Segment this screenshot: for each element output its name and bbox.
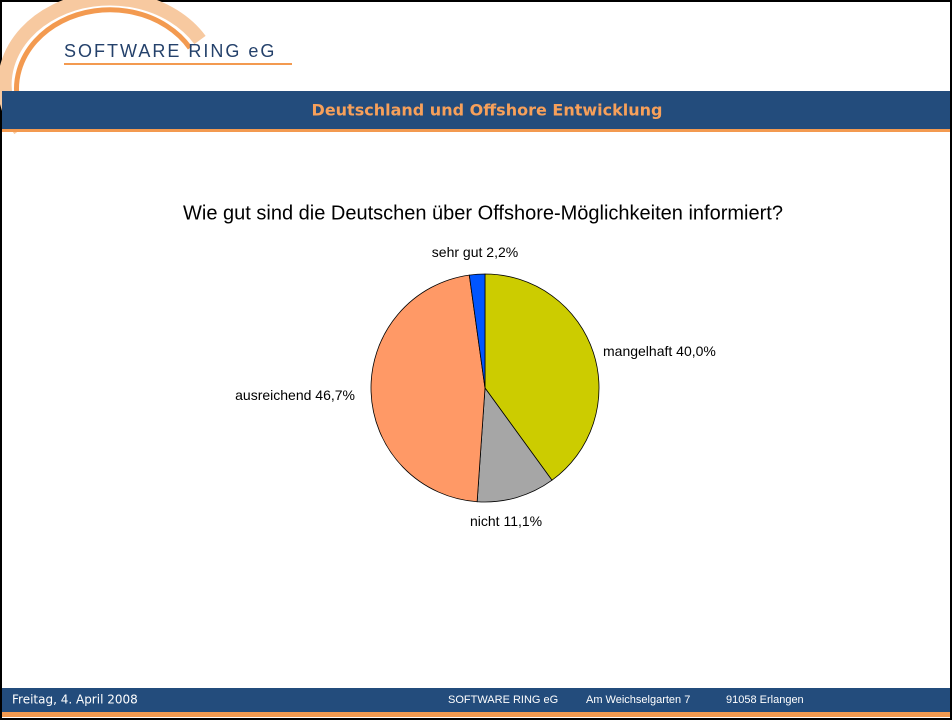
footer-line (2, 712, 950, 717)
footer-bar (2, 688, 950, 712)
logo: SOFTWARE RING eG (64, 41, 276, 61)
slice-label: mangelhaft 40,0% (603, 343, 716, 359)
slice-label: ausreichend 46,7% (235, 387, 355, 403)
footer-date: Freitag, 4. April 2008 (12, 693, 138, 707)
pie: mangelhaft 40,0% nicht 11,1% ausreichend 4… (235, 244, 716, 529)
value-label: 11,1% (503, 513, 542, 529)
category-label: nicht (470, 513, 500, 529)
value-label: 40,0% (676, 343, 716, 359)
pie-slice (370, 274, 486, 503)
category-label: ausreichend (235, 387, 311, 403)
category-label: sehr gut (432, 244, 483, 260)
header-line (2, 129, 950, 132)
chart-title: Wie gut sind die Deutschen über Offshore… (183, 202, 783, 224)
value-label: 2,2% (486, 244, 518, 260)
header-bar (2, 91, 950, 129)
pie-slice (468, 273, 486, 389)
footer-street: Am Weichselgarten 7 (586, 694, 690, 706)
pie-slice (484, 273, 600, 481)
footer-city: 91058 Erlangen (726, 694, 804, 706)
slice-label: sehr gut 2,2% (432, 244, 518, 260)
category-label: mangelhaft (603, 343, 672, 359)
slice-label: nicht 11,1% (470, 513, 542, 529)
header-title: Deutschland und Offshore Entwicklung (312, 101, 663, 120)
footer-company: SOFTWARE RING eG (448, 694, 558, 706)
pie-slice (476, 386, 553, 503)
value-label: 46,7% (315, 387, 355, 403)
